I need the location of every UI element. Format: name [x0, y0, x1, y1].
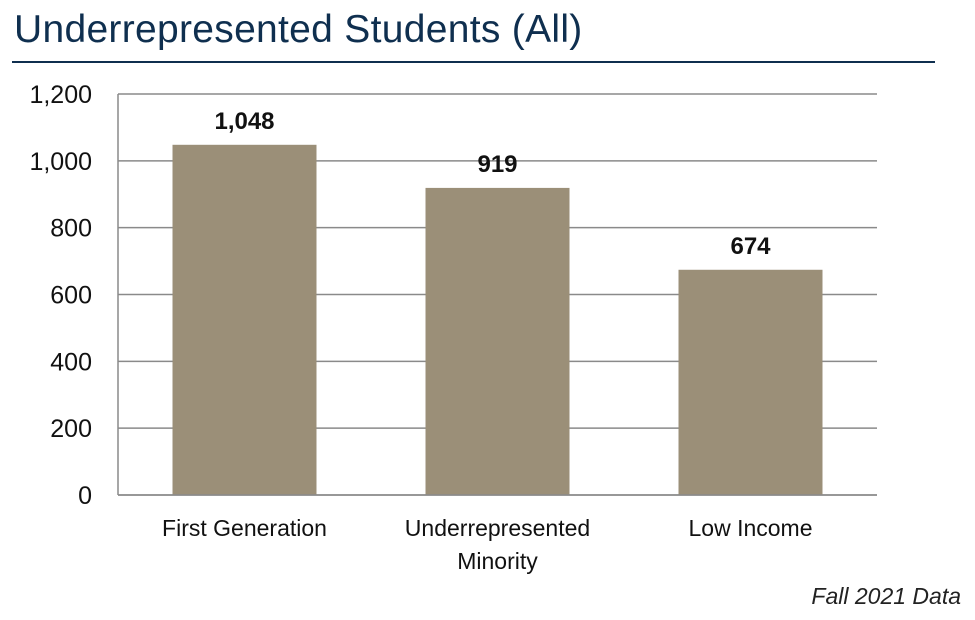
data-label: 674	[730, 233, 771, 260]
y-tick-label: 200	[50, 415, 92, 443]
title-underline	[12, 61, 935, 63]
page-title: Underrepresented Students (All)	[14, 8, 583, 51]
bar	[172, 144, 317, 495]
data-label: 1,048	[214, 108, 274, 135]
y-tick-label: 600	[50, 282, 92, 310]
y-tick-label: 400	[50, 348, 92, 376]
y-tick-label: 800	[50, 215, 92, 243]
data-label: 919	[477, 151, 517, 178]
x-category-label: First Generation	[162, 515, 327, 541]
y-tick-label: 1,200	[29, 81, 92, 109]
bar	[678, 269, 823, 495]
x-category-label: Minority	[457, 548, 538, 574]
bar	[425, 187, 570, 496]
y-tick-label: 0	[78, 482, 92, 510]
y-tick-label: 1,000	[29, 148, 92, 176]
x-category-label: Low Income	[688, 515, 812, 541]
footnote: Fall 2021 Data	[811, 583, 961, 609]
x-category-label: Underrepresented	[405, 515, 590, 541]
